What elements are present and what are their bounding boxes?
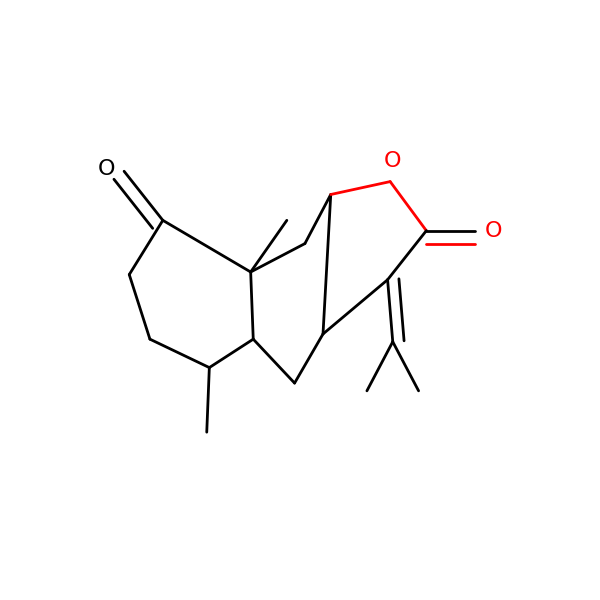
Text: O: O [485, 221, 502, 241]
Text: O: O [97, 158, 115, 179]
Text: O: O [384, 151, 401, 171]
